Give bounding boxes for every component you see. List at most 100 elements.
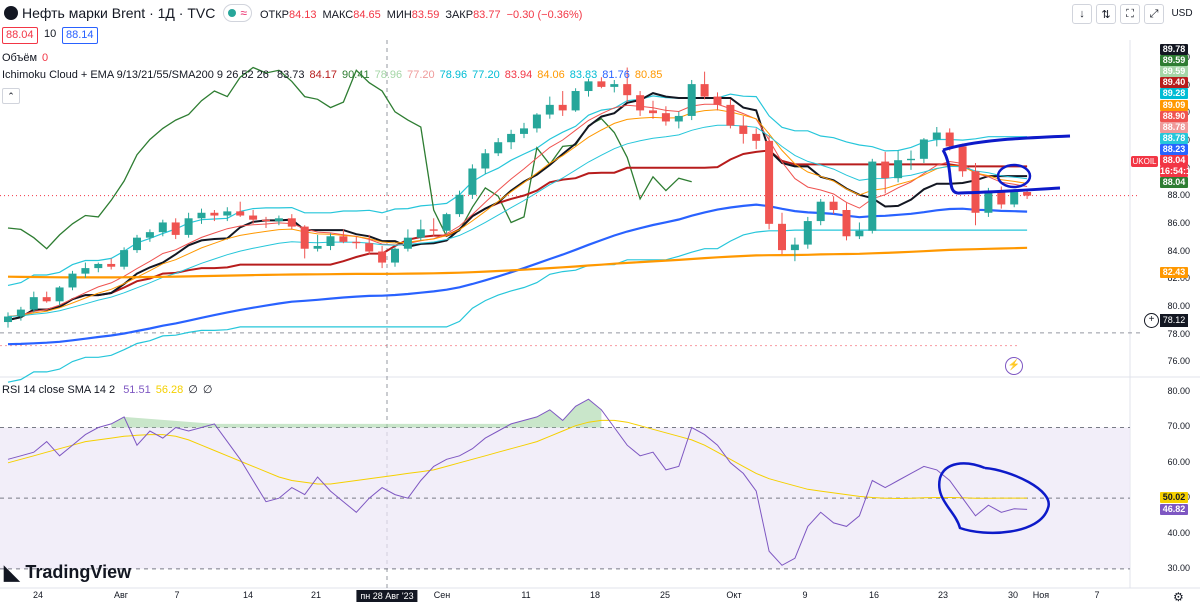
add-alert-button[interactable]: + [1144,313,1159,328]
candle-body [597,81,606,87]
price-axis-tick: 80.00 [1167,300,1190,311]
candle-body [4,316,12,323]
settings-gear-icon[interactable]: ⚙ [1173,590,1184,604]
quantity-field[interactable]: 10 [44,28,57,40]
candle-body [545,104,554,115]
candle-body [120,250,129,267]
candle-body [507,133,516,143]
candle-body [403,237,412,249]
candle [894,150,903,183]
candle-body [468,168,477,195]
candle-body [752,133,761,141]
candle-body [197,212,206,219]
candle [558,91,567,116]
market-status-pill[interactable]: ≈ [223,4,252,22]
fullscreen-button[interactable]: ⛶ [1120,4,1140,24]
download-button[interactable]: ↓ [1072,4,1092,24]
expand-button[interactable]: ⤢ [1144,4,1164,24]
candle-body [300,226,309,249]
candle-body [584,81,593,92]
legend-value: 84.06 [537,69,565,81]
candle-body [1023,192,1032,196]
candle [855,222,864,240]
ohlc-value: 83.59 [411,8,440,21]
ichimoku-label: Ichimoku Cloud + EMA 9/13/21/55/SMA200 9… [2,69,269,81]
candle-body [571,91,580,111]
candle-body [739,125,748,134]
ichimoku-span-b [7,229,1028,383]
candle [223,207,232,222]
candle-body [158,222,167,233]
candle [287,214,296,230]
top-right-buttons: ↓ ⇅ ⛶ ⤢ USD [1072,4,1196,24]
ohlc-value: 84.13 [288,8,317,21]
candle [532,113,541,133]
symbol-title[interactable]: Нефть марки Brent · 1Д · TVC [22,5,216,21]
compare-button[interactable]: ⇅ [1096,4,1116,24]
candle-body [816,201,825,222]
candle-body [790,244,799,251]
price-tag: 88.78 [1160,132,1188,144]
volume-legend[interactable]: Объём 0 [2,52,53,64]
candle [507,129,516,150]
candle [133,234,141,253]
candle-body [803,221,812,245]
volume-label: Объём [2,52,38,64]
time-axis-tick: 14 [242,590,254,600]
time-axis-tick: Авг [113,590,129,600]
candle [700,71,709,100]
rsi-axis-tick: 40.00 [1167,527,1190,538]
currency-select[interactable]: USD [1168,4,1196,22]
tradingview-logo[interactable]: ◣ TradingView [4,560,131,585]
ichimoku-legend[interactable]: Ichimoku Cloud + EMA 9/13/21/55/SMA200 9… [2,69,667,81]
ohlc-value: 84.65 [353,8,381,21]
rsi-legend[interactable]: RSI 14 close SMA 14 2 51.51 56.28 ∅ ∅ [2,383,217,396]
candle-body [881,161,890,179]
candle [274,215,283,226]
candle-body [55,287,64,302]
price-axis-tick: 76.00 [1167,356,1190,367]
candle [571,88,580,112]
crosshair-price-label: 78.12 [1160,314,1188,327]
collapse-legend-button[interactable]: ⌃ [2,88,20,104]
candle [520,122,528,139]
candle [352,236,361,249]
candle-body [558,104,567,111]
drawn-rsi-circle [937,462,1050,535]
candle [661,106,670,126]
candle-body [81,268,90,274]
candle [197,208,206,224]
time-axis-tick: 16 [868,590,880,600]
candle-body [636,95,645,111]
candle-body [726,104,735,126]
sell-price-button[interactable]: 88.04 [2,27,38,44]
candle-body [133,237,141,251]
candle [468,164,477,199]
drawn-support-line [941,149,1061,195]
candle-body [455,194,464,215]
candle-body [907,158,915,161]
price-axis-tick: 78.00 [1167,328,1190,339]
candle [236,201,245,217]
candle-body [352,241,361,244]
price-tag: 89.78 [1160,44,1188,55]
ohlc-label: МАКС [322,8,354,21]
candle [29,291,38,313]
candle-body [94,263,103,269]
legend-value: 84.17 [309,69,338,81]
candle [816,198,825,226]
time-axis-tick: 21 [310,590,322,600]
candle-body [378,251,387,263]
time-axis-tick: 24 [32,590,44,600]
events-bolt-icon[interactable]: ⚡ [1005,357,1023,375]
candle-body [339,236,348,242]
rsi-axis-tick: 30.00 [1167,562,1190,573]
price-tag: 89.59 [1160,55,1188,67]
ohlc-item: МАКС84.65 [323,9,381,21]
candle [790,237,799,262]
price-axis-tick: 84.00 [1167,245,1190,256]
time-axis-tick: 23 [937,590,949,600]
candle [494,138,503,157]
buy-price-button[interactable]: 88.14 [62,27,98,44]
